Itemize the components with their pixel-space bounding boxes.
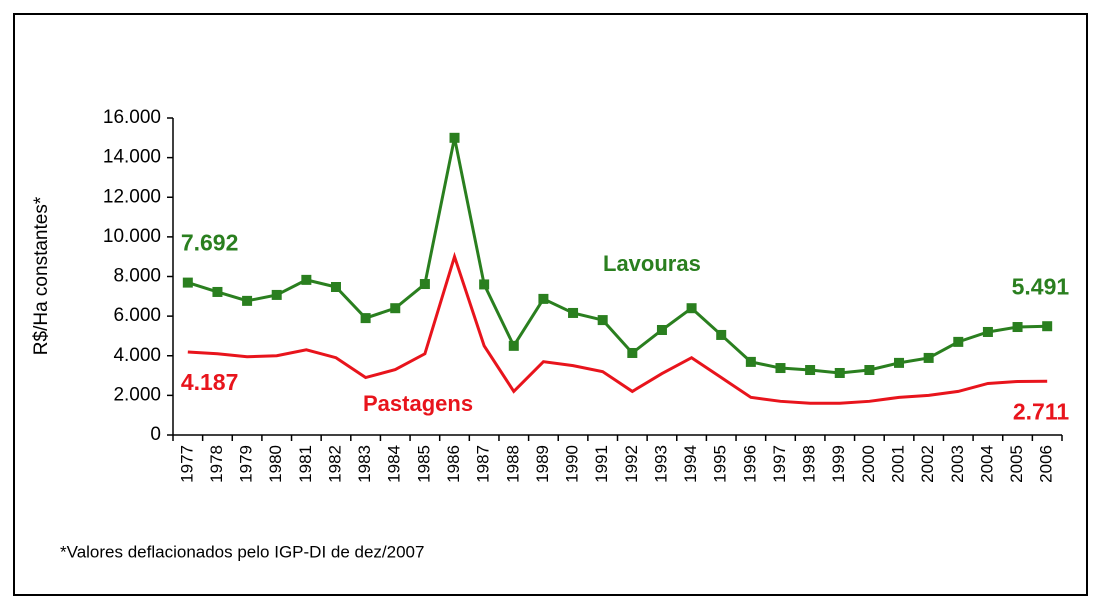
data-label: 4.187 <box>181 369 239 395</box>
x-tick-label: 1988 <box>503 445 522 483</box>
point-marker <box>301 274 312 285</box>
x-tick-label: 1983 <box>355 445 374 483</box>
point-marker <box>1012 322 1023 333</box>
x-tick-label: 1995 <box>711 445 730 483</box>
x-tick-label: 1998 <box>800 445 819 483</box>
point-marker <box>834 367 845 378</box>
y-tick-label: 12.000 <box>103 186 161 207</box>
x-tick-label: 1982 <box>325 445 344 483</box>
point-marker <box>390 303 401 314</box>
x-tick-label: 1979 <box>237 445 256 483</box>
point-marker <box>271 289 282 300</box>
frame <box>13 13 1088 596</box>
data-label: 2.711 <box>1013 398 1069 424</box>
x-tick-label: 2005 <box>1007 445 1026 483</box>
x-tick-label: 2001 <box>889 445 908 483</box>
y-tick-label: 2.000 <box>113 384 161 405</box>
footnote: *Valores deflacionados pelo IGP-DI de de… <box>60 542 424 561</box>
series-name: Pastagens <box>363 391 473 416</box>
x-tick-label: 1990 <box>563 445 582 483</box>
point-marker <box>419 279 430 290</box>
point-marker <box>923 352 934 363</box>
x-tick-label: 1994 <box>681 445 700 483</box>
y-tick-label: 0 <box>150 424 161 445</box>
point-marker <box>894 357 905 368</box>
point-marker <box>182 277 193 288</box>
x-tick-label: 1984 <box>385 445 404 483</box>
point-marker <box>805 365 816 376</box>
x-tick-label: 1999 <box>829 445 848 483</box>
point-marker <box>568 307 579 318</box>
x-tick-label: 1981 <box>296 445 315 483</box>
point-marker <box>597 315 608 326</box>
point-marker <box>360 313 371 324</box>
point-marker <box>864 365 875 376</box>
x-tick-label: 1993 <box>651 445 670 483</box>
y-tick-label: 6.000 <box>113 305 161 326</box>
data-label: 7.692 <box>181 230 239 256</box>
point-marker <box>775 363 786 374</box>
y-tick-label: 10.000 <box>103 226 161 247</box>
point-marker <box>449 132 460 143</box>
point-marker <box>1042 321 1053 332</box>
point-marker <box>330 282 341 293</box>
x-tick-label: 1991 <box>592 445 611 483</box>
x-tick-label: 2004 <box>977 445 996 483</box>
series-name: Lavouras <box>603 251 701 276</box>
point-marker <box>953 336 964 347</box>
x-tick-label: 1978 <box>207 445 226 483</box>
x-tick-label: 2003 <box>948 445 967 483</box>
point-marker <box>686 303 697 314</box>
x-tick-label: 2000 <box>859 445 878 483</box>
x-tick-label: 2002 <box>918 445 937 483</box>
point-marker <box>716 329 727 340</box>
y-tick-label: 16.000 <box>103 107 161 128</box>
x-tick-label: 1989 <box>533 445 552 483</box>
data-label: 5.491 <box>1012 273 1070 299</box>
y-tick-label: 8.000 <box>113 266 161 287</box>
x-tick-label: 1987 <box>474 445 493 483</box>
point-marker <box>538 293 549 304</box>
x-tick-label: 1992 <box>622 445 641 483</box>
point-marker <box>982 326 993 337</box>
x-tick-label: 1997 <box>770 445 789 483</box>
x-tick-label: 1980 <box>266 445 285 483</box>
point-marker <box>656 324 667 335</box>
y-tick-label: 14.000 <box>103 147 161 168</box>
point-marker <box>627 347 638 358</box>
y-axis-label: R$/Ha constantes* <box>31 196 52 355</box>
x-tick-label: 1985 <box>414 445 433 483</box>
point-marker <box>212 286 223 297</box>
series-line <box>187 251 1048 405</box>
x-tick-label: 2006 <box>1037 445 1056 483</box>
point-marker <box>479 279 490 290</box>
y-tick-label: 4.000 <box>113 345 161 366</box>
point-marker <box>242 295 253 306</box>
x-tick-label: 1977 <box>177 445 196 483</box>
point-marker <box>508 340 519 351</box>
point-marker <box>745 356 756 367</box>
x-tick-label: 1986 <box>444 445 463 483</box>
x-tick-label: 1996 <box>740 445 759 483</box>
